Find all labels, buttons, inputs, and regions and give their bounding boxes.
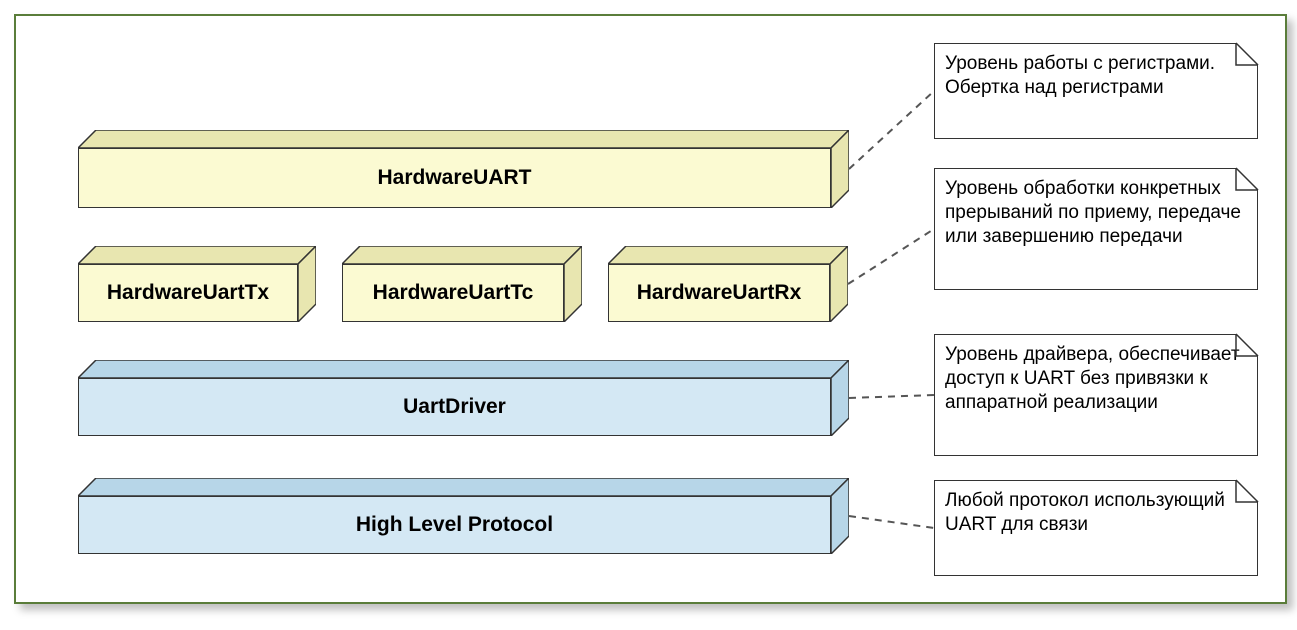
block-label: HardwareUART — [377, 166, 531, 190]
diagram-frame: HardwareUART HardwareUartTx HardwareUartTc… — [14, 14, 1287, 604]
block-label: High Level Protocol — [356, 513, 553, 537]
block-label: HardwareUartTc — [373, 281, 534, 305]
note-text: Уровень работы с регистрами. Обертка над… — [945, 53, 1215, 98]
block-label: UartDriver — [403, 395, 506, 419]
block-label: HardwareUartTx — [107, 281, 269, 305]
note-irq: Уровень обработки конкретных прерываний … — [934, 168, 1258, 290]
block-hw-tx: HardwareUartTx — [78, 264, 298, 322]
note-text: Уровень обработки конкретных прерываний … — [945, 178, 1241, 247]
block-hw-tc: HardwareUartTc — [342, 264, 564, 322]
note-registers: Уровень работы с регистрами. Обертка над… — [934, 43, 1258, 139]
note-text: Уровень драйвера, обеспечивает доступ к … — [945, 344, 1240, 413]
note-protocol: Любой протокол использующий UART для свя… — [934, 480, 1258, 576]
block-label: HardwareUartRx — [637, 281, 802, 305]
block-protocol: High Level Protocol — [78, 496, 831, 554]
diagram-canvas: HardwareUART HardwareUartTx HardwareUartTc… — [0, 0, 1297, 614]
block-hw-rx: HardwareUartRx — [608, 264, 830, 322]
note-driver: Уровень драйвера, обеспечивает доступ к … — [934, 334, 1258, 456]
note-text: Любой протокол использующий UART для свя… — [945, 490, 1225, 535]
block-driver: UartDriver — [78, 378, 831, 436]
block-hw-uart: HardwareUART — [78, 148, 831, 208]
